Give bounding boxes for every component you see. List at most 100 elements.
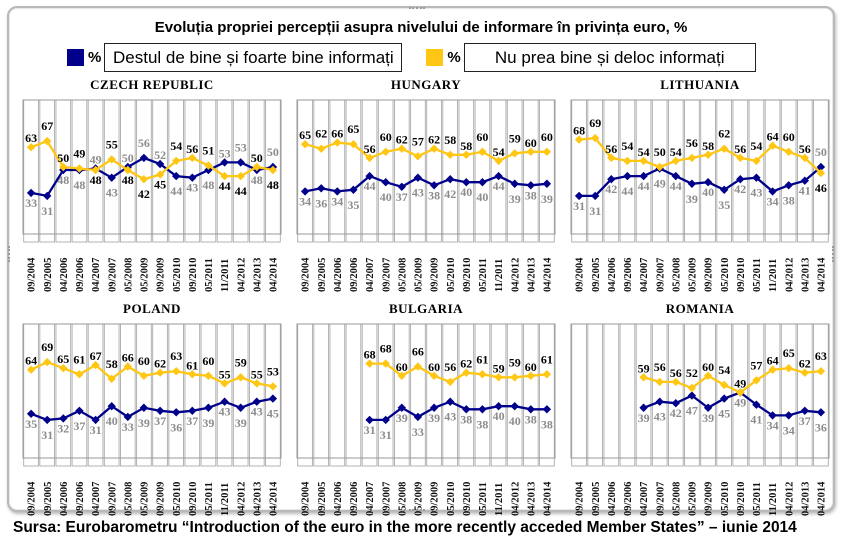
x-axis-label: 05/2011 [204,258,215,292]
x-axis-label: 09/2005 [591,258,602,292]
data-point-diamond [204,403,213,412]
value-label: 31 [90,423,102,437]
value-label: 49 [734,377,746,391]
x-axis-label: 11/2011 [768,483,779,516]
chart-frame: Evoluția propriei percepții asupra nivel… [7,6,835,516]
data-point-diamond [188,173,197,182]
data-point-diamond [542,179,552,188]
data-point-diamond [220,379,229,388]
x-axis-label: 04/2012 [236,482,247,516]
data-point-diamond [43,136,52,146]
data-point-diamond [462,150,471,159]
value-label: 31 [589,204,601,218]
x-axis-label: 09/2009 [156,258,167,292]
value-label: 66 [122,351,134,365]
grid-cell [136,323,152,467]
grid-cell [716,99,732,243]
value-label: 53 [267,364,279,378]
value-label: 38 [525,412,537,426]
data-point-diamond [139,371,149,380]
data-point-diamond [381,415,390,425]
x-axis-label: 09/2004 [27,481,38,516]
value-label: 39 [235,416,247,430]
value-label: 39 [541,192,553,206]
value-label: 53 [235,140,247,154]
data-point-diamond [172,408,181,417]
grid-cell [700,99,716,243]
chart-svg-romania: 59 39 56 43 56 42 52 47 60 39 54 45 49 49 57 41 64 34 65 34… [570,323,830,516]
x-axis-label: 05/2008 [123,482,134,516]
value-label: 39 [702,411,714,425]
value-label: 60 [138,354,150,368]
grid-cell [297,323,313,467]
x-axis-label: 05/2009 [140,258,151,292]
data-point-diamond [188,406,197,415]
x-axis-label: 04/2007 [365,258,376,292]
value-label: 60 [202,354,214,368]
x-axis-label: 04/2006 [59,482,70,516]
value-label: 39 [638,411,650,425]
value-label: 31 [41,204,53,218]
x-axis-label: 04/2014 [543,257,554,292]
value-label: 62 [718,127,730,141]
value-label: 60 [525,360,537,374]
data-point-diamond [252,397,261,406]
value-label: 56 [686,136,698,150]
data-point-diamond [236,373,245,382]
value-label: 38 [525,188,537,202]
value-label: 39 [138,416,150,430]
value-label: 64 [25,354,37,368]
value-label: 49 [90,153,102,167]
data-point-diamond [816,408,826,417]
grid-cell [103,99,120,243]
x-axis-label: 04/2012 [510,258,521,292]
x-axis-label: 09/2007 [107,482,118,516]
data-point-diamond [188,370,197,379]
x-axis-label: 04/2012 [510,482,521,516]
x-axis-label: 05/2010 [720,482,731,516]
x-axis-label: 09/2004 [301,481,312,516]
data-point-diamond [139,403,149,412]
grid-cell [490,323,507,467]
data-point-diamond [752,173,761,182]
x-axis-label: 11/2011 [768,259,779,292]
x-axis-label: 04/2013 [526,258,537,292]
value-label: 31 [380,428,392,442]
plot-border [22,323,282,459]
x-axis-label: 09/2005 [43,258,54,292]
grid-cell [23,323,39,467]
data-point-diamond [107,155,116,164]
value-label: 40 [380,190,392,204]
legend-pct-blue: % [88,49,102,66]
grid-cell [764,99,781,243]
data-point-diamond [252,379,261,388]
page-title: Evoluția propriei percepții asupra nivel… [154,19,688,36]
value-label: 62 [460,357,472,371]
grid-cell [55,323,72,467]
grid-cell [119,323,136,467]
x-axis-label: 09/2007 [107,258,118,292]
value-label: 56 [444,360,456,374]
value-label: 44 [235,184,247,198]
series-line [30,156,274,198]
data-point-diamond [139,175,149,184]
legend-item-informed: % Destul de bine și foarte bine informaț… [67,43,403,72]
x-axis-label: 09/2006 [623,258,634,292]
x-axis-label: 11/2011 [220,259,231,292]
value-label: 44 [170,184,182,198]
legend-item-not-informed: % Nu prea bine și deloc informați [426,43,756,72]
data-point-diamond [236,171,245,181]
x-axis-label: 04/2012 [784,482,795,516]
value-label: 40 [509,414,521,428]
data-point-diamond [123,412,132,422]
selection-handle-dots-top [409,7,425,9]
value-label: 48 [73,178,85,192]
value-label: 58 [702,139,714,153]
value-label: 50 [57,151,69,165]
data-point-diamond [172,171,181,181]
x-axis-label: 09/2010 [462,482,473,516]
value-label: 63 [815,349,827,363]
x-axis-label: 04/2014 [269,257,280,292]
data-point-diamond [107,402,116,411]
grid-cell [313,323,329,467]
